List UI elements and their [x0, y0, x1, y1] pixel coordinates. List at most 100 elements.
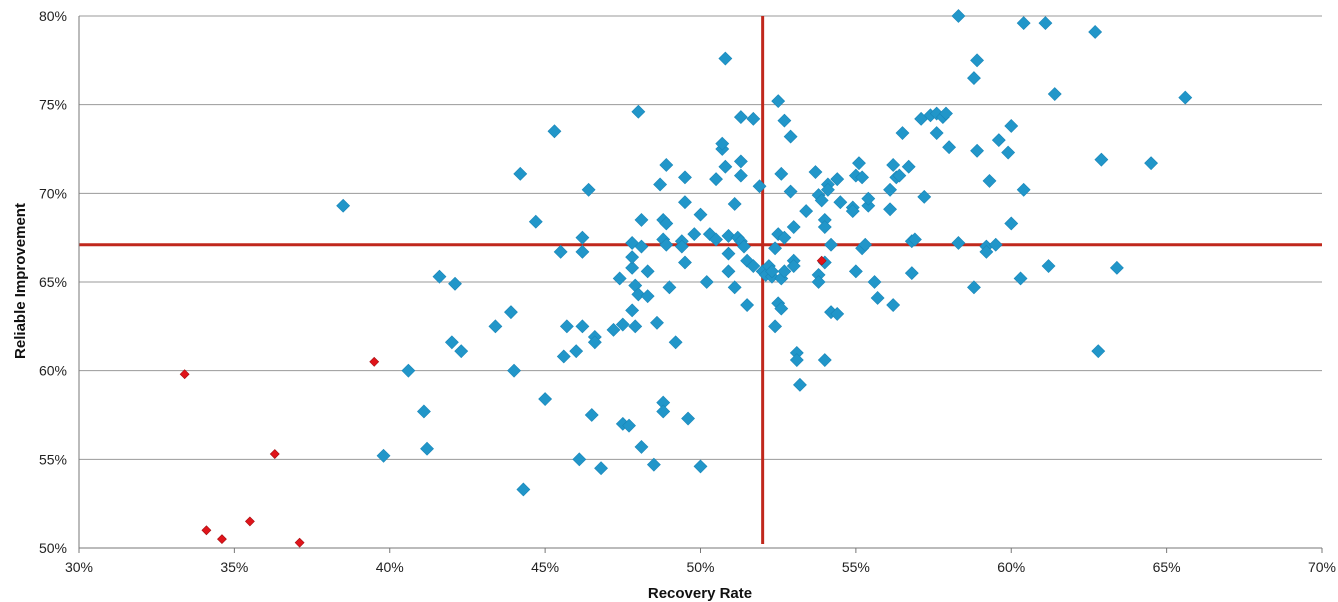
data-point [737, 239, 751, 254]
data-point [799, 204, 814, 218]
data-point [678, 255, 692, 270]
data-point [777, 230, 792, 245]
data-point [907, 232, 922, 247]
data-point [702, 227, 717, 242]
data-point [444, 335, 459, 350]
data-point [1178, 90, 1193, 105]
data-point [833, 195, 848, 210]
data-point [746, 111, 761, 126]
data-point [783, 129, 798, 144]
data-point [820, 182, 835, 197]
x-tick-label: 50% [686, 559, 714, 575]
data-point [721, 264, 736, 279]
data-point [786, 259, 801, 273]
gridlines [79, 15, 1322, 549]
data-point [693, 459, 708, 474]
data-point [709, 232, 723, 247]
data-point [1047, 87, 1062, 101]
data-point [668, 335, 683, 350]
data-point [765, 264, 779, 279]
data-point [982, 173, 997, 188]
tick-labels: 50% 55% 60% 65% 70% 75% 80% 30% 35% 40% 45% 50% 55% 6… [39, 8, 1336, 575]
data-point [687, 227, 702, 242]
data-point [895, 126, 910, 140]
data-point [659, 216, 674, 231]
data-point [1088, 25, 1103, 39]
data-point [646, 457, 661, 472]
data-point [575, 244, 590, 259]
data-point [547, 124, 562, 139]
data-point [727, 197, 742, 211]
data-point [420, 441, 434, 456]
data-point [634, 239, 649, 254]
data-point [1094, 152, 1109, 167]
y-tick-label: 65% [39, 274, 67, 290]
data-point [575, 319, 590, 334]
data-point [454, 344, 469, 359]
data-point-highlight [369, 356, 380, 367]
data-point [771, 227, 786, 242]
data-point [901, 159, 916, 174]
data-point [991, 133, 1006, 148]
data-point [746, 259, 761, 273]
data-point-highlight [269, 449, 280, 459]
data-point [625, 250, 640, 265]
data-point [612, 271, 627, 286]
data-point [625, 260, 640, 275]
data-point [1109, 260, 1124, 275]
x-tick-label: 30% [65, 559, 93, 575]
data-point [634, 439, 649, 454]
data-point [709, 172, 723, 187]
x-tick-label: 60% [997, 559, 1025, 575]
data-point [507, 363, 521, 378]
data-point [693, 207, 708, 222]
x-tick-label: 65% [1153, 559, 1181, 575]
data-point [774, 166, 789, 181]
data-point [988, 237, 1003, 252]
data-point [625, 303, 640, 318]
data-point [653, 177, 668, 192]
x-tick-label: 35% [220, 559, 248, 575]
data-point [1004, 119, 1019, 133]
data-point [606, 322, 621, 337]
data-point [904, 266, 919, 281]
data-point [538, 392, 553, 406]
y-tick-label: 80% [39, 8, 67, 24]
data-point [771, 94, 786, 109]
data-point [622, 418, 636, 433]
data-point [733, 110, 748, 125]
data-point [777, 113, 792, 128]
data-point [721, 246, 736, 261]
data-point [634, 213, 649, 227]
data-point-highlight [816, 255, 827, 266]
data-point [587, 335, 602, 350]
data-point [715, 136, 730, 151]
data-point-highlight [179, 369, 190, 380]
data-point [883, 182, 897, 197]
data-point [628, 319, 643, 334]
data-point [1038, 16, 1053, 31]
data-point [721, 228, 736, 243]
y-tick-label: 75% [39, 97, 67, 113]
data-point [656, 404, 671, 419]
data-point [594, 461, 608, 476]
data-point [774, 301, 789, 316]
data-point [768, 319, 783, 334]
data-point [553, 244, 568, 259]
data-point [401, 363, 416, 378]
data-point [967, 71, 981, 85]
data-point [830, 306, 845, 321]
data-point [861, 198, 876, 213]
data-point [432, 269, 447, 284]
data-point [789, 353, 804, 367]
data-point [674, 239, 689, 254]
data-point [718, 51, 733, 66]
data-point [783, 184, 798, 199]
data-point [1144, 156, 1159, 171]
data-point [727, 280, 742, 295]
data-point [631, 287, 646, 302]
data-point [575, 230, 590, 245]
data-point [513, 166, 528, 181]
x-tick-label: 45% [531, 559, 559, 575]
